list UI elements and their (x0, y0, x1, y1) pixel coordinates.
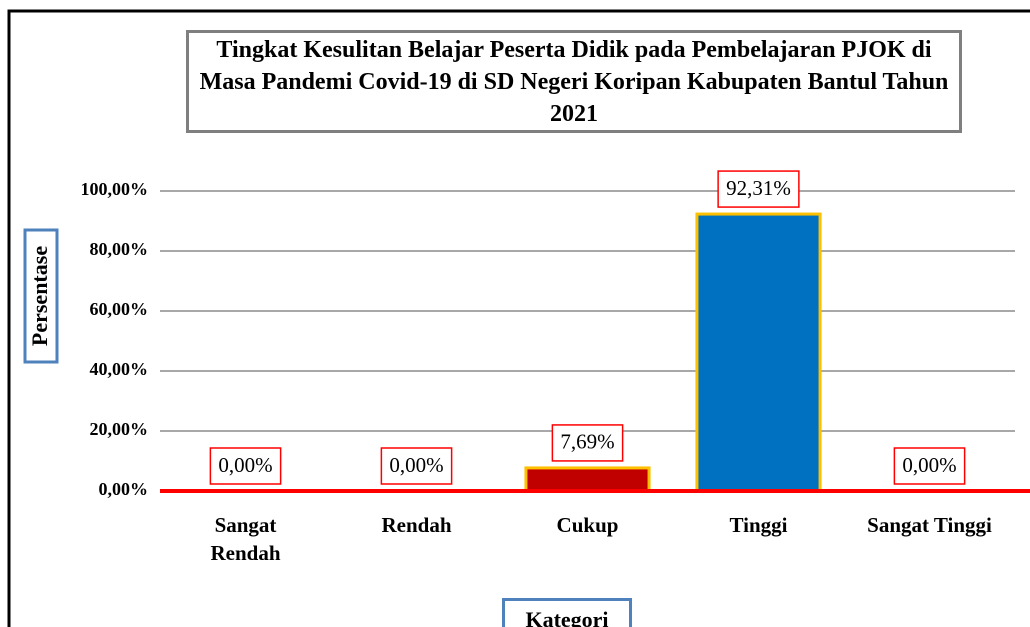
value-label-box (209, 447, 282, 485)
bar (524, 466, 651, 493)
value-label: 0,00% (902, 453, 956, 477)
chart-title: Tingkat Kesulitan Belajar Peserta Didik … (186, 30, 962, 133)
value-label-box (380, 447, 453, 485)
value-label: 0,00% (218, 453, 272, 477)
y-tick-label: 40,00% (90, 359, 149, 379)
y-label-box (23, 228, 59, 364)
x-tick-label: Sangat Rendah (210, 513, 281, 565)
x-tick-label: Cukup (556, 513, 619, 537)
value-label-box (717, 170, 800, 208)
x-tick-label: Tinggi (729, 513, 788, 537)
value-label: 7,69% (560, 430, 614, 454)
y-tick-label: 80,00% (90, 239, 149, 259)
x-tick-label: Rendah (381, 513, 452, 537)
value-label: 0,00% (389, 453, 443, 477)
y-axis-label: Persentase (27, 246, 52, 346)
y-tick-label: 20,00% (90, 419, 149, 439)
value-label: 92,31% (726, 176, 791, 200)
value-label-box (551, 424, 624, 462)
value-label-box (893, 447, 966, 485)
y-tick-label: 60,00% (90, 299, 149, 319)
x-axis-label: Kategori (502, 598, 632, 627)
bar (695, 212, 822, 493)
y-tick-label: 100,00% (81, 179, 149, 199)
frame (7, 9, 1030, 627)
x-tick-label: Sangat Tinggi (867, 513, 992, 537)
y-tick-label: 0,00% (99, 479, 149, 499)
